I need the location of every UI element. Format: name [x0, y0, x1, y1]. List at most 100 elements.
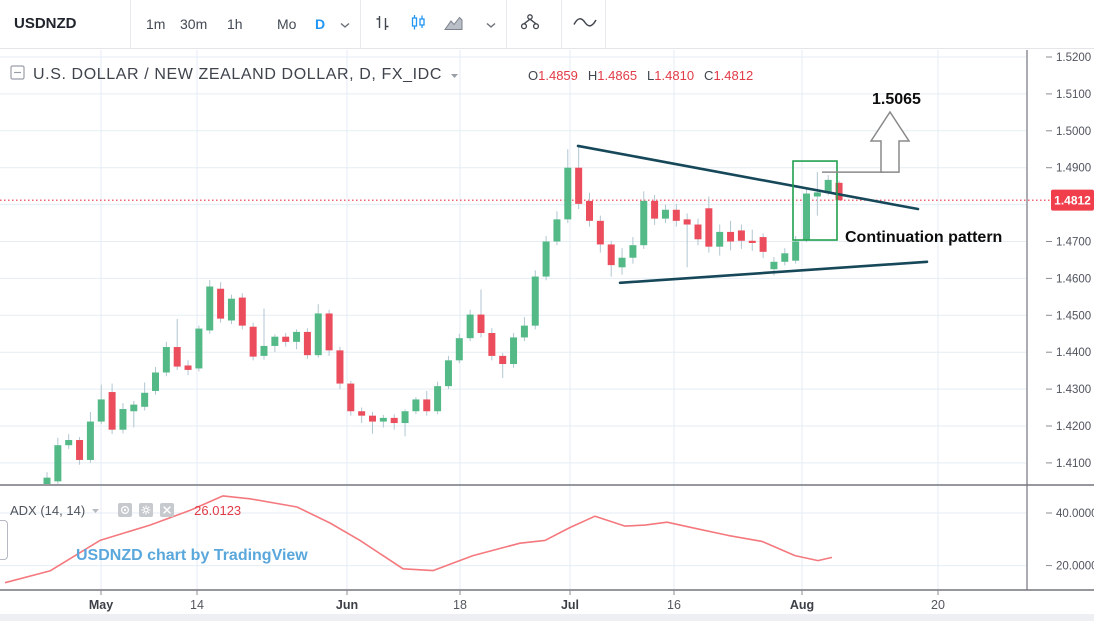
price-tick-label: 1.4100: [1056, 458, 1091, 470]
price-tick-label: 1.4500: [1056, 310, 1091, 322]
indicator-remove-button[interactable]: [160, 503, 175, 517]
indicator-dropdown-arrow[interactable]: [91, 501, 100, 519]
candle-up: [716, 231, 724, 247]
candle-up: [314, 313, 322, 356]
upper_trendline[interactable]: [576, 144, 920, 211]
symbol-name[interactable]: USDNZD: [14, 15, 77, 32]
candle-chart-type-button[interactable]: [410, 0, 427, 48]
candle-down: [303, 331, 311, 356]
chart-title: U.S. DOLLAR / NEW ZEALAND DOLLAR, D, FX_…: [33, 66, 442, 83]
candle-up: [510, 337, 518, 365]
time-tick-label: 18: [453, 598, 467, 612]
lower_trendline[interactable]: [618, 260, 929, 285]
candle-down: [369, 415, 376, 422]
candle-down: [325, 313, 333, 351]
time-axis[interactable]: May 14 Jun 18 Jul 16 Aug 20: [89, 590, 945, 612]
candle-up: [65, 440, 73, 446]
interval-30m[interactable]: 30m: [180, 0, 207, 48]
price-tick-label: 1.4200: [1056, 421, 1091, 433]
collapse-legend-button[interactable]: [10, 65, 25, 85]
ohlc-l: L1.4810: [647, 68, 694, 83]
price-tick-label: 1.4300: [1056, 384, 1091, 396]
line-tools-button[interactable]: [572, 0, 598, 48]
indicator-value: 26.0123: [194, 502, 242, 518]
symbol-dropdown-arrow[interactable]: [450, 66, 459, 84]
candle-up: [227, 298, 235, 321]
candle-down: [477, 314, 485, 334]
candle-up: [271, 336, 279, 346]
candle-up: [152, 372, 159, 391]
interval-dropdown-button[interactable]: [340, 0, 350, 48]
candle-down: [249, 326, 257, 357]
ohlc-value: 1.4812: [713, 67, 754, 83]
candle-up: [792, 241, 800, 261]
compare-button[interactable]: [518, 0, 542, 48]
ohlc-c: C1.4812: [704, 68, 753, 83]
adx-series: [4, 495, 833, 584]
candle-up: [43, 477, 51, 484]
ohlc-key: L: [647, 67, 655, 83]
candle-down: [835, 182, 843, 201]
time-tick-label: May: [89, 598, 113, 612]
eye-icon: [120, 503, 130, 518]
candle-up: [553, 219, 561, 242]
candle-up: [260, 345, 268, 356]
price-tick-label: 1.4700: [1056, 237, 1091, 249]
candle-up: [564, 167, 572, 220]
time-tick-label: 14: [190, 598, 204, 612]
pane-handle[interactable]: [0, 520, 8, 560]
candle-down: [748, 240, 756, 243]
candle-down: [336, 350, 344, 384]
chevron-down-icon: [486, 17, 496, 32]
candle-up: [141, 392, 149, 407]
ohlc-value: 1.4810: [654, 67, 695, 83]
up-arrow-annotation[interactable]: [869, 110, 911, 173]
chart-type-dropdown-button[interactable]: [486, 0, 496, 48]
candle-up: [130, 404, 138, 412]
time-tick-label: Jun: [336, 598, 358, 612]
candle-down: [488, 333, 496, 356]
candle-down: [596, 220, 604, 245]
candle-up: [401, 411, 409, 424]
target-price-annotation[interactable]: 1.5065: [872, 91, 921, 108]
candle-down: [217, 288, 225, 319]
candle-down: [727, 231, 735, 242]
indicator-settings-button[interactable]: [139, 503, 154, 517]
candle-down: [586, 200, 593, 221]
indicator-visibility-button[interactable]: [118, 503, 133, 518]
price-tick-label: 1.5200: [1056, 52, 1091, 64]
candle-up: [54, 445, 62, 482]
price-axis[interactable]: 1.5200 1.5100 1.5000 1.4900 1.4700 1.4600 1.45…: [1046, 52, 1094, 573]
interval-mo[interactable]: Mo: [277, 0, 296, 48]
bar-chart-type-button[interactable]: [374, 0, 391, 48]
area-chart-type-button[interactable]: [444, 0, 463, 48]
interval-1h[interactable]: 1h: [227, 0, 243, 48]
candle-down: [390, 417, 398, 424]
candle-up: [86, 421, 94, 460]
interval-1m[interactable]: 1m: [146, 0, 165, 48]
pattern-text-annotation[interactable]: Continuation pattern: [845, 229, 1003, 246]
indicator-label: ADX (14, 14): [10, 502, 86, 518]
ohlc-value: 1.4859: [538, 67, 578, 83]
interval-d-active[interactable]: D: [315, 0, 325, 48]
candle-up: [813, 192, 821, 197]
candle-up: [629, 245, 637, 258]
ohlc-key: H: [587, 67, 598, 83]
candle-down: [683, 219, 691, 225]
watermark: USDNZD chart by TradingView: [76, 547, 308, 564]
ohlc-h: H1.4865: [588, 68, 637, 83]
candle-up: [824, 179, 832, 194]
candle-up: [119, 409, 127, 430]
toolbar-separator: [360, 0, 361, 48]
time-tick-label: Aug: [790, 598, 814, 612]
time-tick-label: 20: [931, 598, 945, 612]
candle-down: [347, 383, 355, 412]
candle-down: [607, 244, 615, 266]
highlight-rect-annotation[interactable]: [792, 160, 838, 241]
candle-down: [108, 392, 116, 430]
candle-up: [379, 417, 387, 422]
price-tick-label: 1.4900: [1056, 163, 1091, 175]
toolbar-separator: [561, 0, 562, 48]
